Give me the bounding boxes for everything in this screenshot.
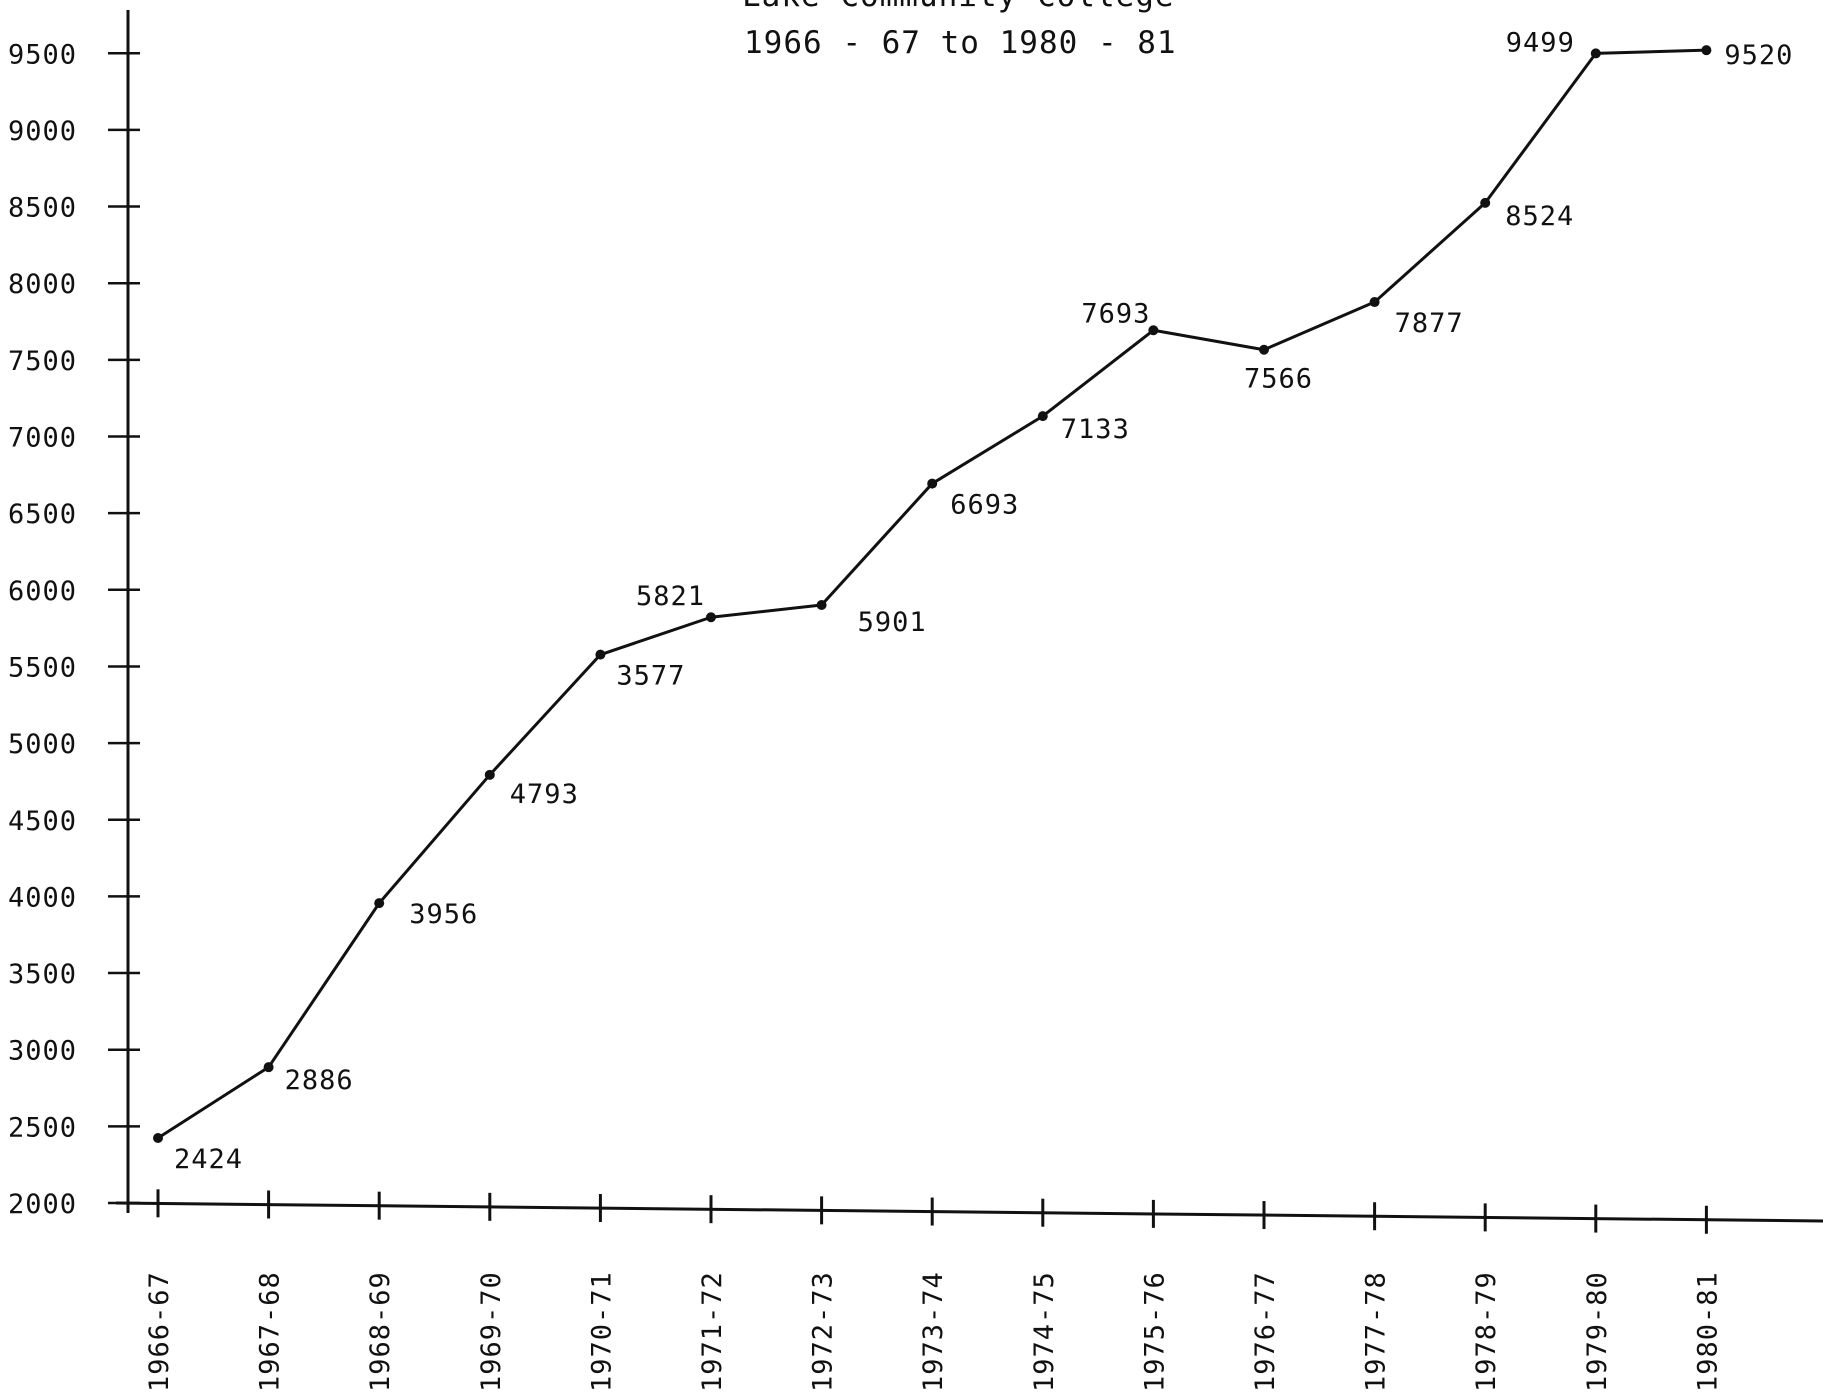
data-point — [1148, 325, 1159, 336]
y-tick-label: 8500 — [8, 193, 77, 224]
data-point — [1701, 45, 1712, 56]
x-tick-label: 1968-69 — [365, 1271, 396, 1392]
x-tick-label: 1978-79 — [1471, 1271, 1502, 1392]
data-label: 7566 — [1244, 364, 1313, 395]
data-point — [374, 898, 385, 909]
data-label: 8524 — [1505, 201, 1574, 232]
data-point — [706, 612, 716, 623]
data-label: 2886 — [285, 1065, 354, 1096]
data-point — [927, 478, 938, 489]
y-tick-label: 6000 — [8, 576, 77, 607]
y-tick-label: 2000 — [8, 1189, 77, 1220]
y-tick-label: 4500 — [8, 806, 77, 837]
data-point — [153, 1133, 163, 1144]
data-point — [484, 769, 495, 780]
x-tick-label: 1977-78 — [1361, 1271, 1392, 1392]
data-label: 7693 — [1081, 298, 1150, 329]
data-label: 4793 — [510, 779, 579, 810]
y-tick-label: 6500 — [8, 499, 77, 530]
x-tick-label: 1970-71 — [586, 1271, 617, 1392]
data-point — [1369, 297, 1380, 308]
y-tick-label: 3500 — [8, 959, 77, 990]
data-label: 2424 — [174, 1144, 243, 1175]
x-tick-label: 1975-76 — [1139, 1271, 1170, 1392]
series-line — [157, 48, 1707, 1140]
data-point — [1480, 197, 1491, 208]
chart-title: Lake Community College — [742, 0, 1175, 14]
x-tick-label: 1974-75 — [1029, 1271, 1060, 1392]
x-axis — [115, 1201, 1823, 1223]
data-label: 9499 — [1506, 27, 1575, 58]
y-tick-label: 2500 — [8, 1112, 77, 1143]
data-label: 7877 — [1395, 308, 1464, 339]
y-tick-label: 9000 — [8, 116, 77, 147]
chart-subtitle: 1966 - 67 to 1980 - 81 — [744, 25, 1177, 61]
data-label: 6693 — [950, 490, 1019, 521]
y-tick-label: 9500 — [8, 39, 77, 70]
x-tick-label: 1976-77 — [1250, 1271, 1281, 1392]
data-label: 5901 — [858, 607, 927, 638]
x-tick-label: 1972-73 — [808, 1271, 839, 1392]
data-label: 5821 — [636, 581, 705, 612]
y-tick-label: 5000 — [8, 729, 77, 760]
y-tick-label: 3000 — [8, 1036, 77, 1067]
y-tick-label: 8000 — [8, 269, 77, 300]
data-label: 9520 — [1724, 40, 1793, 71]
x-tick-label: 1966-67 — [144, 1271, 175, 1392]
data-point — [595, 649, 606, 660]
data-label: 3577 — [616, 661, 685, 692]
x-tick-label: 1969-70 — [476, 1271, 507, 1392]
x-tick-label: 1973-74 — [918, 1271, 949, 1392]
data-point — [1037, 411, 1048, 422]
y-tick-label: 5500 — [8, 652, 77, 683]
x-tick-label: 1971-72 — [697, 1271, 728, 1392]
data-point — [263, 1062, 274, 1073]
data-point — [816, 599, 827, 610]
x-tick-label: 1979-80 — [1582, 1271, 1613, 1392]
y-tick-label: 7000 — [8, 423, 77, 454]
data-point — [1590, 48, 1601, 59]
data-label: 7133 — [1061, 414, 1130, 445]
x-tick-label: 1980-81 — [1692, 1271, 1723, 1392]
data-point — [1259, 344, 1269, 355]
data-label: 3956 — [409, 899, 478, 930]
y-tick-label: 4000 — [8, 882, 77, 913]
y-tick-label: 7500 — [8, 346, 77, 377]
x-tick-label: 1967-68 — [255, 1271, 286, 1392]
